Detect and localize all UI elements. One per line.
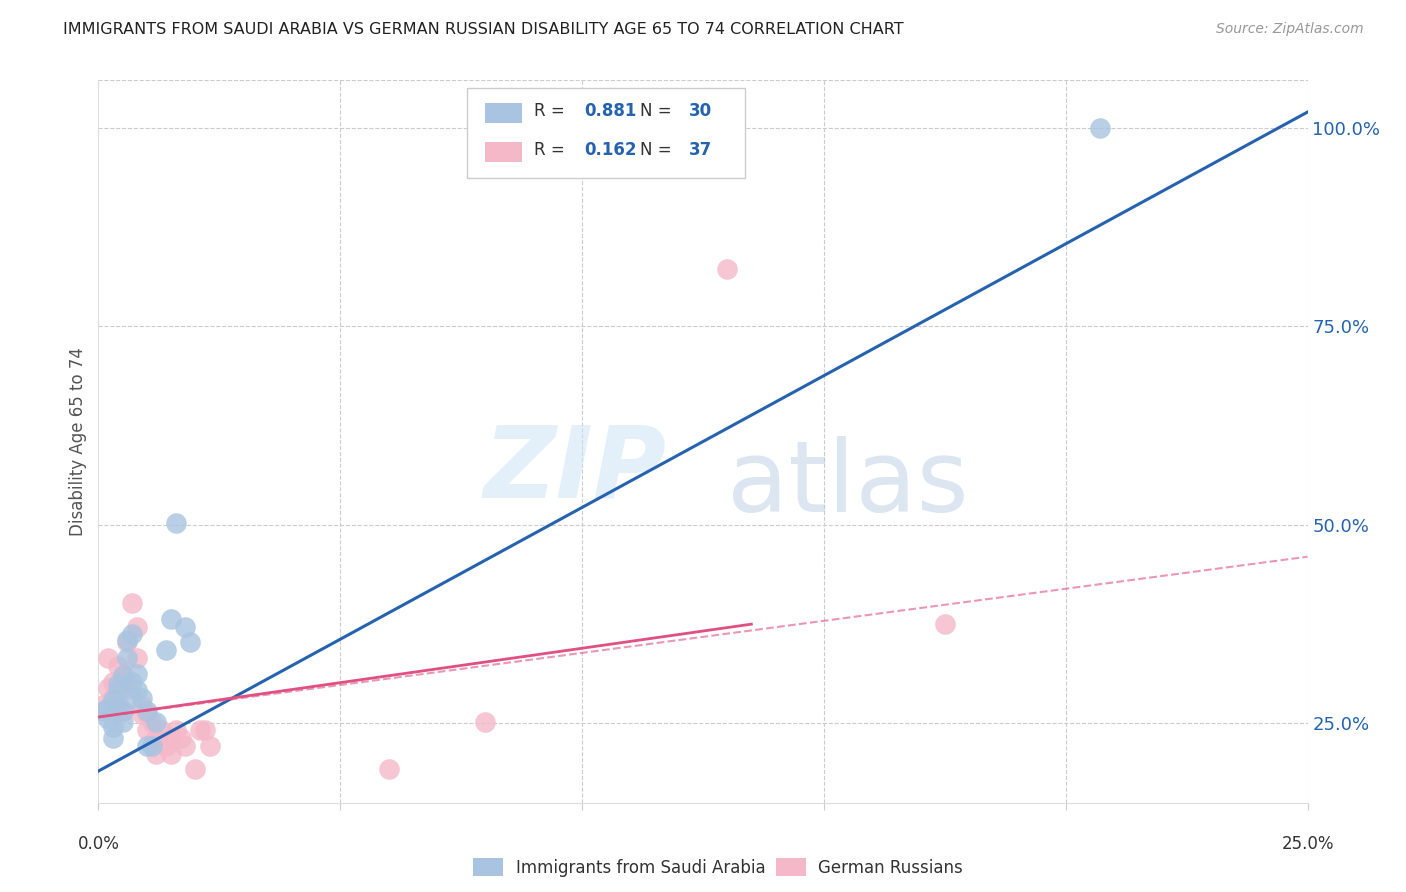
Point	[198, 739, 221, 753]
Point	[131, 691, 153, 706]
Point	[107, 659, 129, 673]
Point	[91, 698, 114, 713]
Point	[101, 691, 124, 706]
Text: 25.0%: 25.0%	[1281, 835, 1334, 854]
Point	[155, 643, 177, 657]
Point	[135, 706, 157, 721]
Point	[184, 763, 207, 777]
Y-axis label: Disability Age 65 to 74: Disability Age 65 to 74	[69, 347, 87, 536]
Point	[117, 651, 139, 665]
Point	[174, 619, 197, 633]
Point	[107, 676, 129, 690]
Point	[121, 675, 143, 690]
Text: 30: 30	[689, 103, 711, 120]
Text: N =: N =	[640, 103, 678, 120]
Text: Source: ZipAtlas.com: Source: ZipAtlas.com	[1216, 22, 1364, 37]
Point	[111, 667, 134, 681]
Text: German Russians: German Russians	[818, 859, 963, 877]
Point	[131, 698, 153, 713]
Point	[111, 683, 134, 698]
Point	[165, 723, 187, 737]
Point	[97, 650, 120, 665]
Point	[716, 262, 738, 277]
Point	[101, 720, 124, 734]
Point	[101, 692, 124, 706]
Point	[194, 723, 217, 737]
Point	[127, 683, 149, 698]
Point	[107, 700, 129, 714]
Point	[160, 747, 183, 761]
Text: ZIP: ZIP	[484, 422, 666, 519]
Point	[145, 731, 167, 745]
Point	[131, 706, 153, 721]
Point	[97, 681, 120, 695]
Point	[135, 739, 157, 753]
Point	[111, 669, 134, 683]
Point	[97, 713, 120, 727]
Point	[934, 617, 956, 632]
Point	[165, 516, 187, 531]
Point	[141, 739, 163, 753]
Point	[135, 723, 157, 737]
Point	[117, 675, 139, 690]
Point	[188, 723, 211, 737]
Point	[117, 635, 139, 649]
Text: Immigrants from Saudi Arabia: Immigrants from Saudi Arabia	[516, 859, 765, 877]
Text: 0.162: 0.162	[585, 141, 637, 160]
Point	[111, 705, 134, 719]
Point	[1088, 120, 1111, 135]
Point	[141, 714, 163, 729]
Point	[97, 700, 120, 714]
Point	[145, 747, 167, 761]
Point	[107, 684, 129, 698]
Bar	[474, 858, 503, 877]
Text: R =: R =	[534, 141, 569, 160]
Text: atlas: atlas	[727, 436, 969, 533]
Bar	[776, 858, 806, 877]
Point	[160, 731, 183, 745]
Text: 0.0%: 0.0%	[77, 835, 120, 854]
Text: R =: R =	[534, 103, 569, 120]
Point	[377, 763, 399, 777]
Text: IMMIGRANTS FROM SAUDI ARABIA VS GERMAN RUSSIAN DISABILITY AGE 65 TO 74 CORRELATI: IMMIGRANTS FROM SAUDI ARABIA VS GERMAN R…	[63, 22, 904, 37]
Point	[174, 739, 197, 753]
Point	[160, 611, 183, 625]
Point	[117, 633, 139, 648]
FancyBboxPatch shape	[467, 87, 745, 178]
Point	[155, 739, 177, 753]
Bar	[485, 103, 522, 123]
Point	[179, 635, 201, 649]
Point	[91, 705, 114, 719]
Point	[127, 651, 149, 665]
Point	[135, 705, 157, 719]
Point	[127, 619, 149, 633]
Text: N =: N =	[640, 141, 678, 160]
Point	[145, 714, 167, 729]
Text: 37: 37	[689, 141, 711, 160]
Text: 0.881: 0.881	[585, 103, 637, 120]
Point	[101, 731, 124, 745]
Point	[121, 627, 143, 641]
Point	[111, 714, 134, 729]
Point	[127, 667, 149, 681]
Point	[121, 596, 143, 610]
Point	[111, 705, 134, 719]
Bar	[485, 142, 522, 162]
Point	[101, 675, 124, 690]
Point	[121, 691, 143, 706]
Point	[474, 714, 496, 729]
Point	[150, 723, 173, 737]
Point	[107, 697, 129, 711]
Point	[169, 731, 191, 745]
